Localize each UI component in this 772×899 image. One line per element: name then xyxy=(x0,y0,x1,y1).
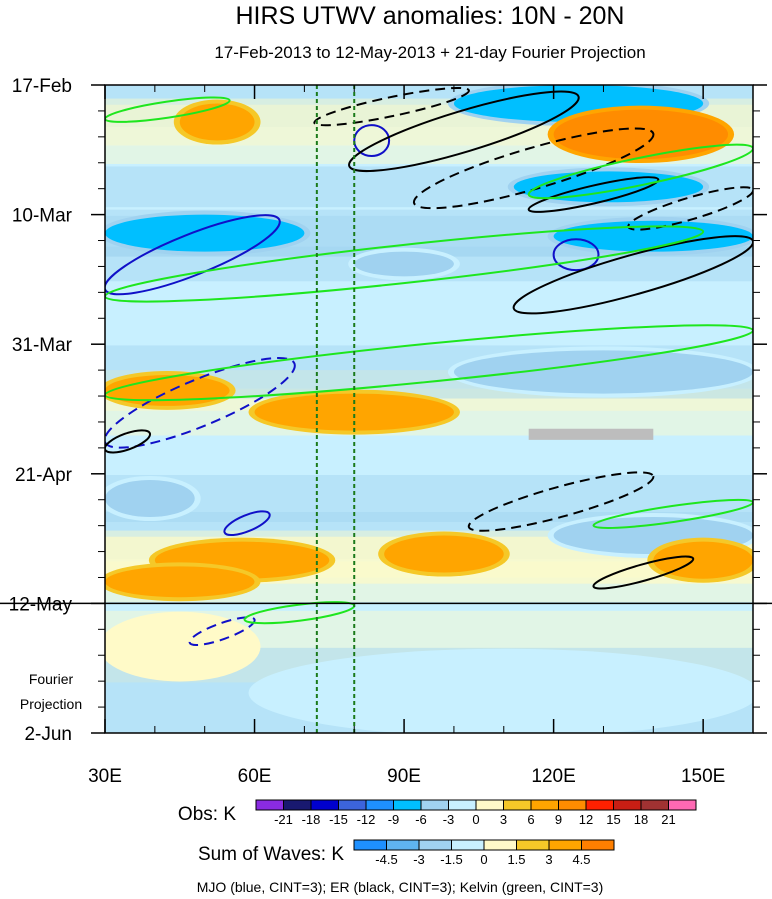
sum-of-waves-colorbar: -4.5 -3 -1.5 0 1.5 3 4.5 xyxy=(353,839,615,867)
mjo-contour xyxy=(552,238,600,272)
colorbar-label: -6 xyxy=(415,812,427,827)
colorbar-swatch xyxy=(581,839,615,851)
colorbar-swatch xyxy=(283,799,312,811)
anomaly-patch xyxy=(254,652,753,733)
sum-colorbar-title: Sum of Waves: K xyxy=(198,844,344,865)
colorbar-swatch xyxy=(393,799,422,811)
obs-colorbar: -21 -18 -15 -12 -9 -6 -3 0 3 6 9 12 15 18 21 xyxy=(255,799,697,827)
colorbar-swatch xyxy=(255,799,284,811)
colorbar-swatch xyxy=(640,799,669,811)
colorbar-swatch xyxy=(310,799,339,811)
colorbar-swatch xyxy=(585,799,614,811)
colorbar-swatch xyxy=(420,799,449,811)
colorbar-swatch xyxy=(516,839,550,851)
fourier-label-line1: Fourier xyxy=(29,671,74,687)
y-tick-label: 17-Feb xyxy=(12,76,72,97)
anomaly-patch xyxy=(105,214,305,252)
x-tick-label: 30E xyxy=(88,766,122,787)
er-contour xyxy=(527,176,660,213)
anomaly-patch xyxy=(453,350,753,394)
anomaly-patch xyxy=(105,375,230,406)
kelvin-contour xyxy=(105,324,753,402)
colorbar-swatch xyxy=(530,799,559,811)
colorbar-label: -18 xyxy=(302,812,321,827)
chart-title: HIRS UTWV anomalies: 10N - 20N xyxy=(235,2,624,30)
colorbar-swatch xyxy=(448,799,477,811)
colorbar-swatch xyxy=(613,799,642,811)
colorbar-swatch xyxy=(353,839,387,851)
anomaly-patch xyxy=(384,535,504,573)
colorbar-swatch xyxy=(548,839,582,851)
missing-data-box xyxy=(528,428,654,440)
anomaly-patch xyxy=(254,393,454,431)
footnote: MJO (blue, CINT=3); ER (black, CINT=3); … xyxy=(197,879,604,895)
colorbar-label: -3 xyxy=(443,812,455,827)
colorbar-swatch xyxy=(483,839,517,851)
y-tick-label: 10-Mar xyxy=(12,206,73,227)
colorbar-swatch xyxy=(365,799,394,811)
anomaly-patch xyxy=(105,566,255,598)
colorbar-swatch xyxy=(338,799,367,811)
colorbar-label: 6 xyxy=(527,812,534,827)
x-axis: 30E 60E 90E 120E 150E xyxy=(88,85,754,787)
anomaly-patch xyxy=(105,479,195,517)
anomaly-patch xyxy=(553,109,729,160)
mjo-contour xyxy=(188,616,256,646)
fourier-label-line2: Projection xyxy=(20,696,82,712)
colorbar-label: 0 xyxy=(480,852,487,867)
colorbar-label: -21 xyxy=(274,812,293,827)
y-tick-label: 21-Apr xyxy=(15,465,73,486)
colorbar-label: 1.5 xyxy=(507,852,525,867)
x-tick-label: 120E xyxy=(531,766,575,787)
x-tick-label: 60E xyxy=(238,766,272,787)
colorbar-swatch xyxy=(475,799,504,811)
colorbar-swatch xyxy=(668,799,697,811)
reference-lines xyxy=(315,85,356,733)
colorbar-label: 18 xyxy=(634,812,648,827)
colorbar-swatch xyxy=(386,839,420,851)
colorbar-label: 0 xyxy=(472,812,479,827)
colorbar-label: -12 xyxy=(357,812,376,827)
y-axis: 17-Feb 10-Mar 31-Mar 21-Apr 12-May 2-Jun xyxy=(9,76,767,745)
plot-frame xyxy=(104,84,754,734)
colorbar-swatch xyxy=(503,799,532,811)
chart-subtitle: 17-Feb-2013 to 12-May-2013 + 21-day Four… xyxy=(214,43,645,62)
colorbar-swatch xyxy=(418,839,452,851)
er-contour xyxy=(348,90,580,173)
colorbar-label: -1.5 xyxy=(440,852,462,867)
er-contour xyxy=(467,471,655,532)
colorbar-label: 15 xyxy=(606,812,620,827)
colorbar-label: 12 xyxy=(579,812,593,827)
mjo-contour xyxy=(353,124,391,157)
anomaly-patch xyxy=(179,103,255,141)
er-contour xyxy=(313,86,470,127)
mjo-contour xyxy=(223,510,271,537)
y-tick-label: 12-May xyxy=(9,594,73,615)
er-contour xyxy=(412,127,655,210)
colorbar-label: -15 xyxy=(329,812,348,827)
colorbar-swatch xyxy=(451,839,485,851)
anomaly-patch xyxy=(354,251,454,277)
er-contour xyxy=(592,555,695,590)
colorbar-label: 3 xyxy=(500,812,507,827)
plot-area xyxy=(105,85,753,733)
colorbar-label: 3 xyxy=(545,852,552,867)
y-tick-label: 31-Mar xyxy=(12,335,73,356)
obs-colorbar-title: Obs: K xyxy=(178,804,236,825)
colorbar-label: -9 xyxy=(388,812,400,827)
colorbar-label: 21 xyxy=(661,812,675,827)
colorbar-swatch xyxy=(558,799,587,811)
x-tick-label: 90E xyxy=(387,766,421,787)
x-tick-label: 150E xyxy=(681,766,725,787)
colorbar-label: 4.5 xyxy=(572,852,590,867)
missing-data xyxy=(528,428,654,440)
y-tick-label: 2-Jun xyxy=(24,724,72,745)
colorbar-label: -4.5 xyxy=(375,852,397,867)
colorbar-label: 9 xyxy=(555,812,562,827)
colorbar-label: -3 xyxy=(413,852,425,867)
anomaly-patch xyxy=(105,615,255,678)
